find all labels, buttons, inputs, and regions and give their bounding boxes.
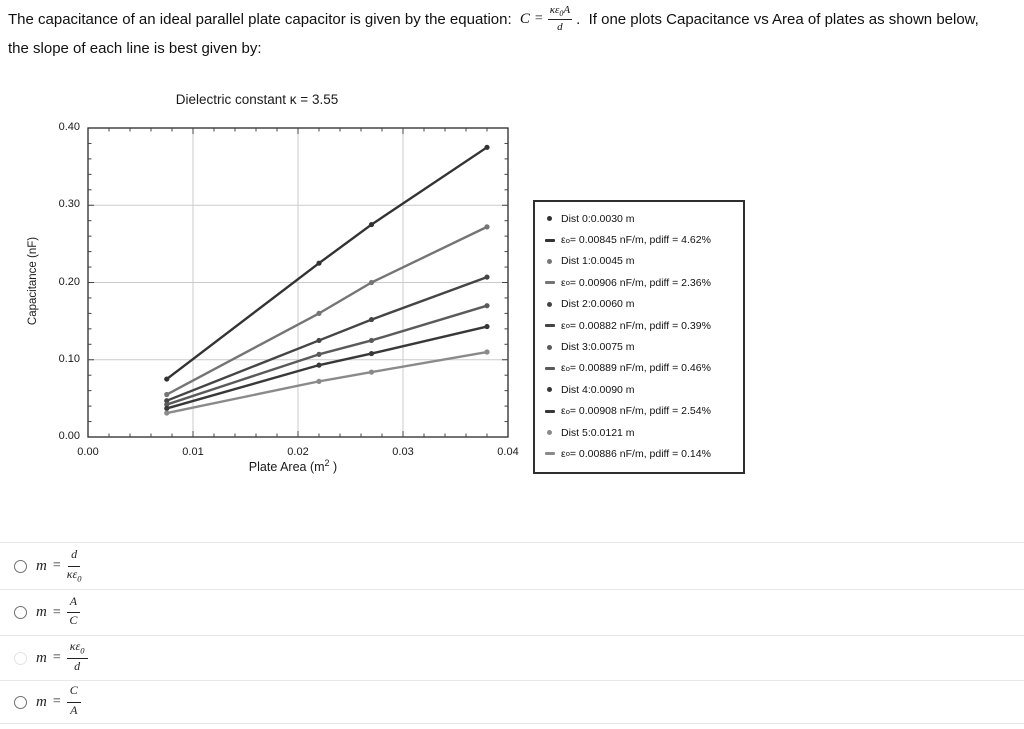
legend-item: Dist 4:0.0090 m xyxy=(545,379,743,400)
legend-dash-marker-icon xyxy=(545,238,561,242)
legend-dot-marker-icon xyxy=(545,258,561,264)
chart-title: Dielectric constant κ = 3.55 xyxy=(175,92,339,107)
question-text-before: The capacitance of an ideal parallel pla… xyxy=(8,10,516,28)
radio-button[interactable] xyxy=(14,695,27,709)
x-tick-label-1: 0.01 xyxy=(182,446,204,458)
legend-dot-marker-icon xyxy=(545,430,561,436)
question-line-2: the slope of each line is best given by: xyxy=(8,40,262,58)
legend-dash-marker-icon xyxy=(545,324,561,328)
inline-equation: C = κε0A d xyxy=(519,4,573,34)
y-tick-label-1: 0.10 xyxy=(58,352,80,365)
x-tick-label-0: 0.00 xyxy=(77,446,99,458)
legend-dash-marker-icon xyxy=(545,409,561,413)
question-text-after: . If one plots Capacitance vs Area of pl… xyxy=(576,10,979,28)
answer-option-4[interactable]: m = C A xyxy=(0,680,1024,723)
legend-item: Dist 3:0.0075 m xyxy=(545,336,743,357)
radio-button[interactable] xyxy=(14,606,27,619)
y-tick-label-4: 0.40 xyxy=(58,121,80,133)
x-tick-label-4: 0.04 xyxy=(497,446,519,458)
legend-dash-marker-icon xyxy=(545,366,561,370)
answer-option-2[interactable]: m = A C xyxy=(0,589,1024,635)
y-tick-label-0: 0.00 xyxy=(58,430,80,442)
answer-options: m = d κε0 m = A C m = κε0 d m = C A xyxy=(0,542,1024,724)
legend-dot-marker-icon xyxy=(545,344,561,350)
legend-item: Dist 5:0.0121 m xyxy=(545,422,743,443)
legend-dot-marker-icon xyxy=(545,301,561,307)
option-equation: m = d κε0 xyxy=(36,547,82,583)
question-line-1: The capacitance of an ideal parallel pla… xyxy=(8,4,1018,34)
legend-dash-marker-icon xyxy=(545,281,561,285)
legend-dot-marker-icon xyxy=(545,216,561,222)
x-tick-label-2: 0.02 xyxy=(287,446,309,458)
option-equation: m = A C xyxy=(36,594,81,630)
answer-option-3[interactable]: m = κε0 d xyxy=(0,635,1024,680)
legend-dash-marker-icon xyxy=(545,452,561,456)
legend-item: Dist 0:0.0030 m xyxy=(545,208,743,229)
legend-item: Dist 2:0.0060 m xyxy=(545,294,743,315)
legend-item: Dist 1:0.0045 m xyxy=(545,251,743,272)
option-equation: m = κε0 d xyxy=(36,639,88,675)
answer-option-1[interactable]: m = d κε0 xyxy=(0,542,1024,589)
x-tick-label-3: 0.03 xyxy=(392,446,414,458)
radio-button[interactable] xyxy=(14,651,27,665)
radio-button[interactable] xyxy=(14,559,27,573)
question-text: The capacitance of an ideal parallel pla… xyxy=(8,4,1018,57)
y-tick-label-2: 0.20 xyxy=(58,275,80,288)
y-tick-label-3: 0.30 xyxy=(58,198,80,211)
x-axis-label: Plate Area (m2 ) xyxy=(248,458,338,475)
legend-dot-marker-icon xyxy=(545,387,561,393)
option-equation: m = C A xyxy=(36,683,81,719)
